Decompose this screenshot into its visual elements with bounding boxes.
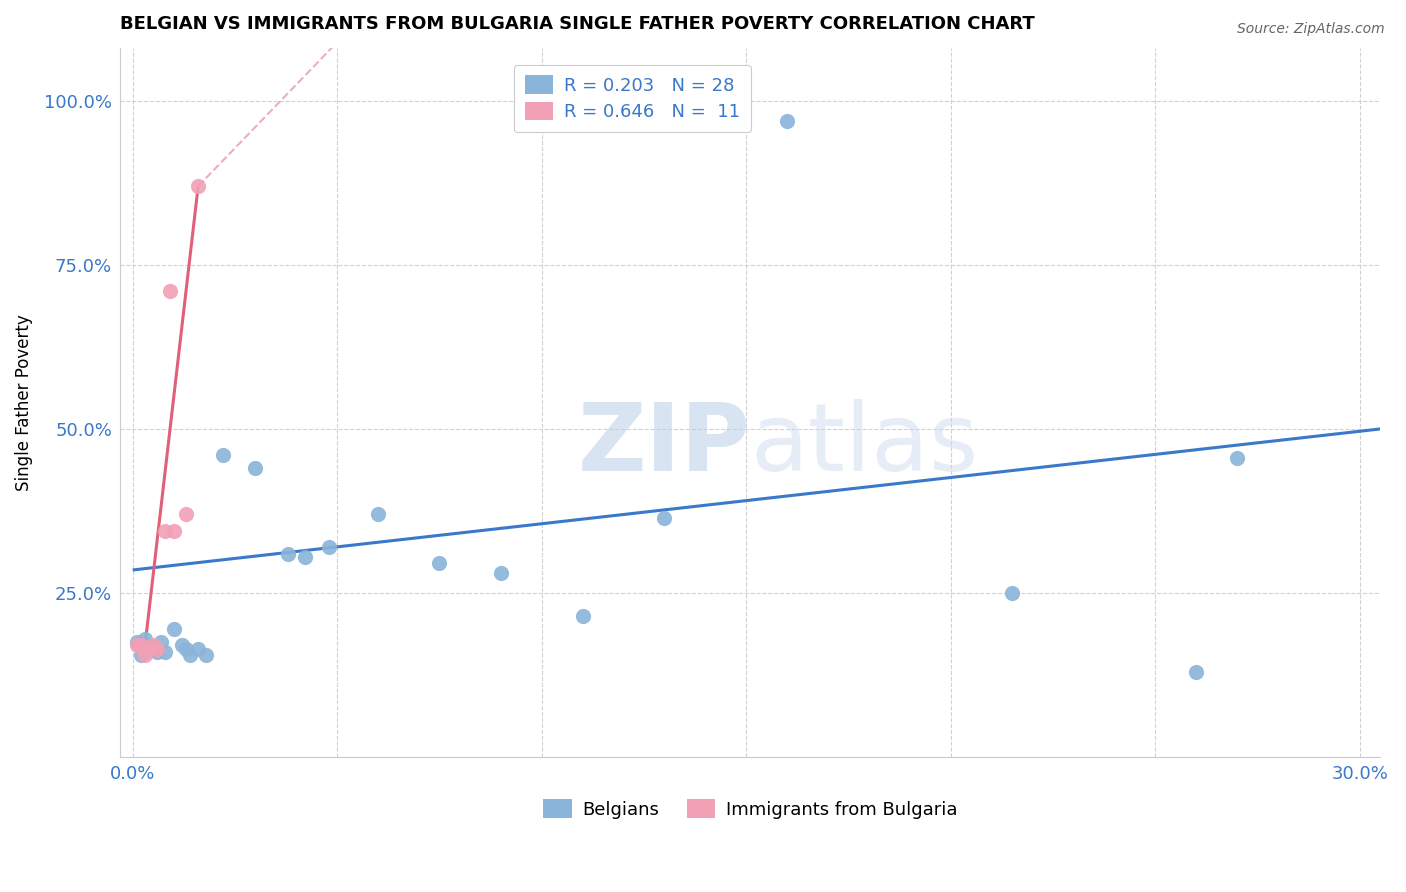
Point [294, 549, 316, 564]
Point [146, 645, 169, 659]
Point [138, 639, 160, 653]
Point [129, 639, 152, 653]
Text: ZIP: ZIP [578, 400, 751, 491]
Point [174, 641, 197, 656]
Point [146, 641, 169, 656]
Point [776, 113, 799, 128]
Point [245, 461, 267, 475]
Point [125, 639, 148, 653]
Point [1001, 586, 1024, 600]
Point [138, 641, 160, 656]
Point [187, 641, 209, 656]
Point [1185, 665, 1208, 679]
Point [179, 648, 201, 663]
Text: atlas: atlas [751, 400, 979, 491]
Point [150, 635, 173, 649]
Text: BELGIAN VS IMMIGRANTS FROM BULGARIA SINGLE FATHER POVERTY CORRELATION CHART: BELGIAN VS IMMIGRANTS FROM BULGARIA SING… [121, 15, 1035, 33]
Point [170, 639, 193, 653]
Point [1226, 451, 1249, 466]
Point [174, 507, 197, 521]
Y-axis label: Single Father Poverty: Single Father Poverty [15, 314, 32, 491]
Point [134, 632, 156, 646]
Point [125, 635, 148, 649]
Point [162, 622, 184, 636]
Point [277, 547, 299, 561]
Point [155, 524, 177, 538]
Point [654, 510, 676, 524]
Point [318, 540, 340, 554]
Text: Source: ZipAtlas.com: Source: ZipAtlas.com [1237, 22, 1385, 37]
Point [159, 284, 181, 298]
Point [162, 524, 184, 538]
Point [142, 639, 165, 653]
Point [211, 448, 233, 462]
Point [155, 645, 177, 659]
Point [134, 648, 156, 663]
Point [367, 507, 389, 521]
Point [429, 557, 451, 571]
Point [129, 648, 152, 663]
Legend: Belgians, Immigrants from Bulgaria: Belgians, Immigrants from Bulgaria [536, 792, 965, 826]
Point [187, 179, 209, 194]
Point [142, 641, 165, 656]
Point [489, 566, 512, 581]
Point [195, 648, 218, 663]
Point [571, 608, 593, 623]
